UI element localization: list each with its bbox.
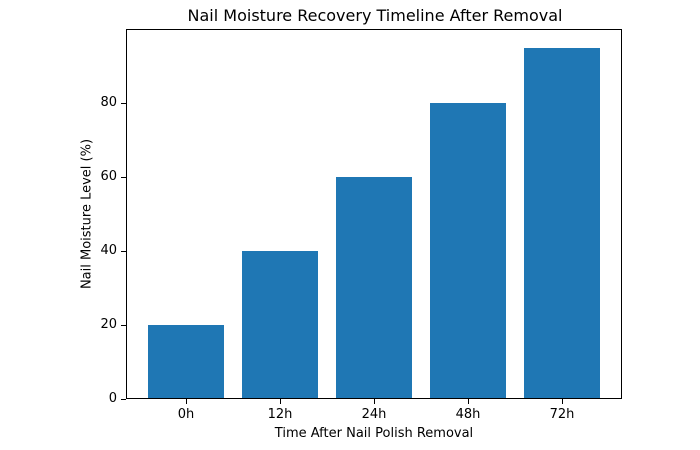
x-tick-label: 0h bbox=[177, 407, 195, 422]
x-tick-label: 48h bbox=[455, 407, 481, 422]
y-tick bbox=[121, 399, 126, 400]
x-tick bbox=[186, 399, 187, 404]
x-tick bbox=[280, 399, 281, 404]
bar-48h bbox=[430, 103, 506, 398]
y-tick-label: 20 bbox=[100, 317, 117, 332]
bar-24h bbox=[336, 177, 412, 398]
x-tick-label: 12h bbox=[267, 407, 293, 422]
y-tick bbox=[121, 177, 126, 178]
x-tick-label: 72h bbox=[549, 407, 575, 422]
bar-12h bbox=[242, 251, 318, 398]
chart-title: Nail Moisture Recovery Timeline After Re… bbox=[187, 6, 563, 25]
x-tick bbox=[374, 399, 375, 404]
y-tick-label: 0 bbox=[108, 391, 117, 406]
y-tick-label: 80 bbox=[100, 95, 117, 110]
bar-0h bbox=[148, 325, 224, 398]
plot-area bbox=[126, 29, 622, 399]
y-tick bbox=[121, 103, 126, 104]
x-tick bbox=[562, 399, 563, 404]
y-tick-label: 60 bbox=[100, 169, 117, 184]
y-tick-label: 40 bbox=[100, 243, 117, 258]
x-tick-label: 24h bbox=[361, 407, 387, 422]
x-axis-label: Time After Nail Polish Removal bbox=[274, 426, 474, 441]
x-tick bbox=[468, 399, 469, 404]
y-tick bbox=[121, 325, 126, 326]
y-tick bbox=[121, 251, 126, 252]
y-axis-label: Nail Moisture Level (%) bbox=[79, 138, 95, 290]
bar-72h bbox=[524, 47, 600, 398]
